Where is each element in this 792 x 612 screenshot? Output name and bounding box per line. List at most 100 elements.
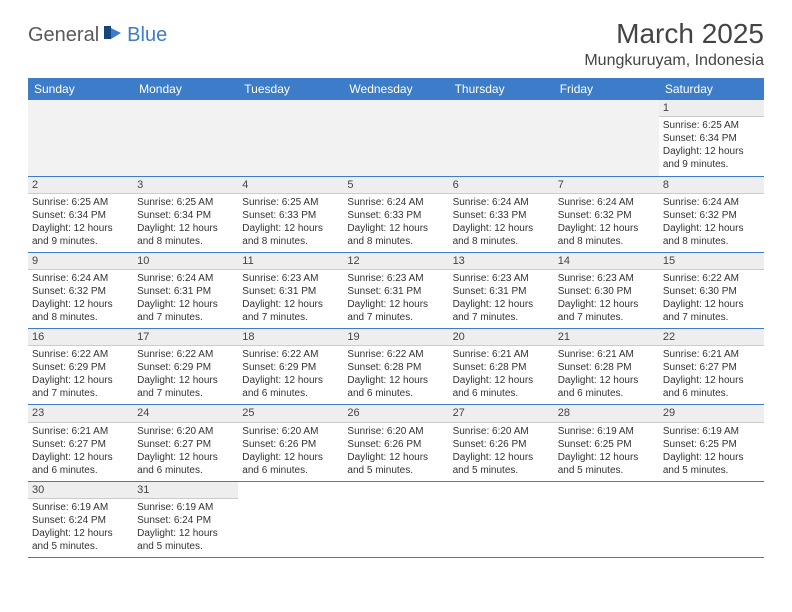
day-number-blank: [238, 482, 343, 498]
daylight-text: Daylight: 12 hours and 5 minutes.: [453, 451, 550, 477]
sunrise-text: Sunrise: 6:19 AM: [558, 425, 655, 438]
sunset-text: Sunset: 6:29 PM: [32, 361, 129, 374]
sunrise-text: Sunrise: 6:19 AM: [32, 501, 129, 514]
calendar-header-row: SundayMondayTuesdayWednesdayThursdayFrid…: [28, 78, 764, 100]
calendar-cell: [554, 100, 659, 176]
calendar-cell: 29Sunrise: 6:19 AMSunset: 6:25 PMDayligh…: [659, 405, 764, 481]
calendar-cell: 13Sunrise: 6:23 AMSunset: 6:31 PMDayligh…: [449, 252, 554, 328]
calendar-cell: 18Sunrise: 6:22 AMSunset: 6:29 PMDayligh…: [238, 329, 343, 405]
cell-body: Sunrise: 6:24 AMSunset: 6:33 PMDaylight:…: [343, 194, 448, 252]
sunrise-text: Sunrise: 6:23 AM: [242, 272, 339, 285]
calendar-cell: 5Sunrise: 6:24 AMSunset: 6:33 PMDaylight…: [343, 176, 448, 252]
sunset-text: Sunset: 6:34 PM: [137, 209, 234, 222]
cell-body: Sunrise: 6:22 AMSunset: 6:29 PMDaylight:…: [133, 346, 238, 404]
calendar-cell: 19Sunrise: 6:22 AMSunset: 6:28 PMDayligh…: [343, 329, 448, 405]
cell-body: Sunrise: 6:19 AMSunset: 6:25 PMDaylight:…: [554, 423, 659, 481]
cell-body: Sunrise: 6:25 AMSunset: 6:34 PMDaylight:…: [28, 194, 133, 252]
calendar-cell: 28Sunrise: 6:19 AMSunset: 6:25 PMDayligh…: [554, 405, 659, 481]
sunrise-text: Sunrise: 6:25 AM: [32, 196, 129, 209]
day-number: 28: [554, 405, 659, 422]
cell-body: Sunrise: 6:22 AMSunset: 6:28 PMDaylight:…: [343, 346, 448, 404]
calendar-cell: 22Sunrise: 6:21 AMSunset: 6:27 PMDayligh…: [659, 329, 764, 405]
calendar-cell: [28, 100, 133, 176]
cell-body: Sunrise: 6:19 AMSunset: 6:24 PMDaylight:…: [133, 499, 238, 557]
sunrise-text: Sunrise: 6:20 AM: [242, 425, 339, 438]
sunrise-text: Sunrise: 6:24 AM: [137, 272, 234, 285]
cell-body: Sunrise: 6:23 AMSunset: 6:31 PMDaylight:…: [238, 270, 343, 328]
sunset-text: Sunset: 6:34 PM: [32, 209, 129, 222]
sunrise-text: Sunrise: 6:23 AM: [347, 272, 444, 285]
day-number: 12: [343, 253, 448, 270]
calendar-cell: 17Sunrise: 6:22 AMSunset: 6:29 PMDayligh…: [133, 329, 238, 405]
sunset-text: Sunset: 6:28 PM: [558, 361, 655, 374]
calendar-cell: 30Sunrise: 6:19 AMSunset: 6:24 PMDayligh…: [28, 481, 133, 557]
day-number: 22: [659, 329, 764, 346]
calendar-cell: 25Sunrise: 6:20 AMSunset: 6:26 PMDayligh…: [238, 405, 343, 481]
cell-body: Sunrise: 6:24 AMSunset: 6:32 PMDaylight:…: [28, 270, 133, 328]
daylight-text: Daylight: 12 hours and 9 minutes.: [663, 145, 760, 171]
sunrise-text: Sunrise: 6:24 AM: [347, 196, 444, 209]
daylight-text: Daylight: 12 hours and 6 minutes.: [453, 374, 550, 400]
cell-body: Sunrise: 6:21 AMSunset: 6:27 PMDaylight:…: [28, 423, 133, 481]
cell-body: Sunrise: 6:24 AMSunset: 6:32 PMDaylight:…: [659, 194, 764, 252]
daylight-text: Daylight: 12 hours and 7 minutes.: [347, 298, 444, 324]
title-block: March 2025 Mungkuruyam, Indonesia: [584, 18, 764, 70]
day-of-week-header: Saturday: [659, 78, 764, 100]
sunset-text: Sunset: 6:25 PM: [558, 438, 655, 451]
sunrise-text: Sunrise: 6:25 AM: [242, 196, 339, 209]
calendar-cell: [133, 100, 238, 176]
calendar-cell: 26Sunrise: 6:20 AMSunset: 6:26 PMDayligh…: [343, 405, 448, 481]
daylight-text: Daylight: 12 hours and 5 minutes.: [32, 527, 129, 553]
logo-text-general: General: [28, 24, 99, 47]
daylight-text: Daylight: 12 hours and 8 minutes.: [453, 222, 550, 248]
day-number: 8: [659, 177, 764, 194]
day-number: 19: [343, 329, 448, 346]
cell-body: Sunrise: 6:22 AMSunset: 6:29 PMDaylight:…: [28, 346, 133, 404]
day-number: 9: [28, 253, 133, 270]
sunrise-text: Sunrise: 6:21 AM: [32, 425, 129, 438]
day-of-week-header: Sunday: [28, 78, 133, 100]
day-number: 23: [28, 405, 133, 422]
day-number: 2: [28, 177, 133, 194]
sunset-text: Sunset: 6:28 PM: [453, 361, 550, 374]
sunrise-text: Sunrise: 6:22 AM: [32, 348, 129, 361]
day-number: 27: [449, 405, 554, 422]
day-number-blank: [449, 482, 554, 498]
sunrise-text: Sunrise: 6:19 AM: [663, 425, 760, 438]
calendar-cell: 2Sunrise: 6:25 AMSunset: 6:34 PMDaylight…: [28, 176, 133, 252]
day-number: 25: [238, 405, 343, 422]
sunrise-text: Sunrise: 6:22 AM: [663, 272, 760, 285]
cell-body: Sunrise: 6:24 AMSunset: 6:32 PMDaylight:…: [554, 194, 659, 252]
sunrise-text: Sunrise: 6:24 AM: [663, 196, 760, 209]
sunset-text: Sunset: 6:27 PM: [137, 438, 234, 451]
day-number: 6: [449, 177, 554, 194]
sunrise-text: Sunrise: 6:19 AM: [137, 501, 234, 514]
sunrise-text: Sunrise: 6:20 AM: [347, 425, 444, 438]
calendar-cell: [449, 100, 554, 176]
sunrise-text: Sunrise: 6:23 AM: [453, 272, 550, 285]
calendar-cell: 14Sunrise: 6:23 AMSunset: 6:30 PMDayligh…: [554, 252, 659, 328]
calendar-cell: 8Sunrise: 6:24 AMSunset: 6:32 PMDaylight…: [659, 176, 764, 252]
day-number: 29: [659, 405, 764, 422]
sunset-text: Sunset: 6:31 PM: [137, 285, 234, 298]
daylight-text: Daylight: 12 hours and 8 minutes.: [32, 298, 129, 324]
calendar-cell: [554, 481, 659, 557]
day-number: 21: [554, 329, 659, 346]
day-number: 30: [28, 482, 133, 499]
sunset-text: Sunset: 6:26 PM: [453, 438, 550, 451]
daylight-text: Daylight: 12 hours and 6 minutes.: [242, 374, 339, 400]
daylight-text: Daylight: 12 hours and 6 minutes.: [347, 374, 444, 400]
day-number-blank: [659, 482, 764, 498]
calendar-week-row: 9Sunrise: 6:24 AMSunset: 6:32 PMDaylight…: [28, 252, 764, 328]
calendar-cell: 1Sunrise: 6:25 AMSunset: 6:34 PMDaylight…: [659, 100, 764, 176]
daylight-text: Daylight: 12 hours and 5 minutes.: [137, 527, 234, 553]
sunset-text: Sunset: 6:25 PM: [663, 438, 760, 451]
sunrise-text: Sunrise: 6:20 AM: [453, 425, 550, 438]
calendar-cell: 9Sunrise: 6:24 AMSunset: 6:32 PMDaylight…: [28, 252, 133, 328]
calendar-week-row: 2Sunrise: 6:25 AMSunset: 6:34 PMDaylight…: [28, 176, 764, 252]
daylight-text: Daylight: 12 hours and 7 minutes.: [663, 298, 760, 324]
calendar-cell: 10Sunrise: 6:24 AMSunset: 6:31 PMDayligh…: [133, 252, 238, 328]
calendar-cell: [659, 481, 764, 557]
location: Mungkuruyam, Indonesia: [584, 52, 764, 70]
day-number: 3: [133, 177, 238, 194]
